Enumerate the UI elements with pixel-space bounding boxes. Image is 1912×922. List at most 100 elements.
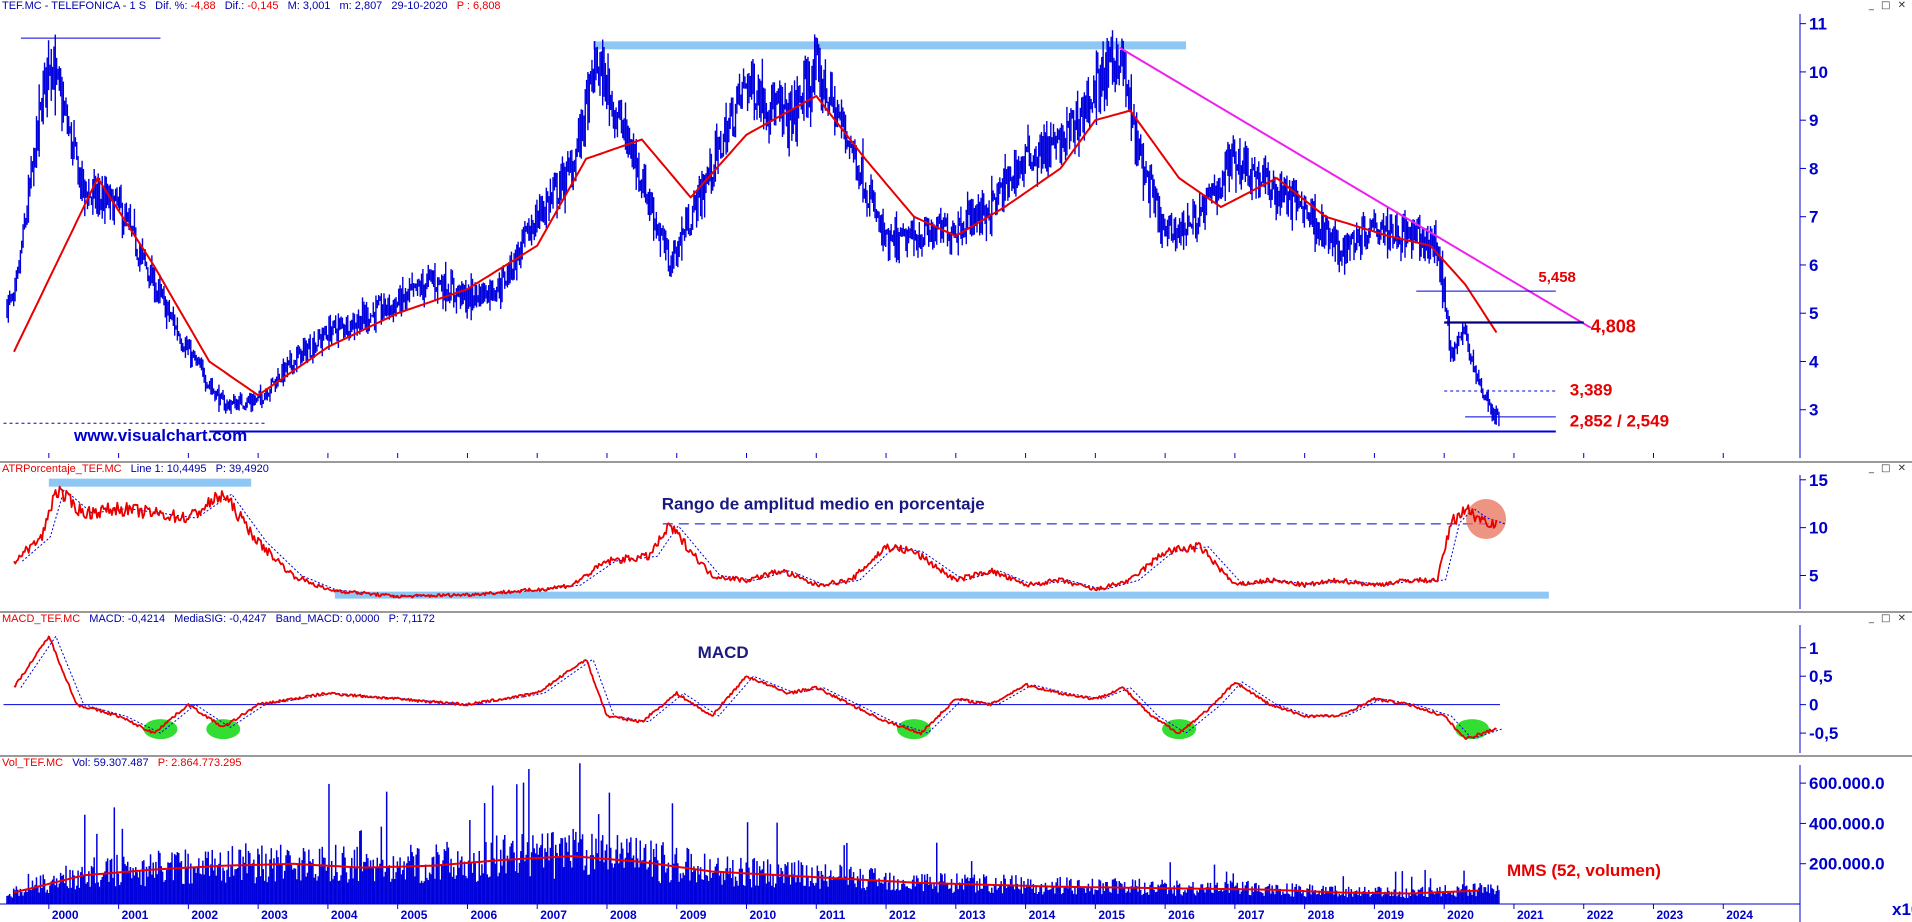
volume-value: Vol: 59.307.487 <box>72 757 149 769</box>
atr-panel-header: ATRPorcentaje_TEF.MC Line 1: 10,4495 P: … <box>2 463 269 476</box>
period: 1 S <box>129 0 147 12</box>
price-panel-header: TEF.MC - TELEFONICA - 1 S Dif. %: -4,88 … <box>2 0 501 13</box>
annotation-4808: 4,808 <box>1591 317 1636 337</box>
y-tick-label: 5 <box>1809 304 1818 323</box>
macd-buy-marker <box>1455 719 1490 740</box>
y-tick-label: 8 <box>1809 159 1818 178</box>
x-tick-label: 2012 <box>889 908 916 922</box>
price-panel-controls[interactable]: _ □ ✕ <box>1868 0 1908 11</box>
x-tick-label: 2002 <box>191 908 218 922</box>
x-tick-label: 2017 <box>1238 908 1265 922</box>
volume-panel-header: Vol_TEF.MC Vol: 59.307.487 P: 2.864.773.… <box>2 757 242 770</box>
date-value: 29-10-2020 <box>391 0 448 12</box>
dif-label: Dif.: <box>224 0 245 12</box>
macd-chart: -0,5 0 0,5 1 MACD <box>3 625 1838 753</box>
macd-price-value: P: 7,1172 <box>388 613 435 625</box>
x-tick-label: 2014 <box>1029 908 1056 922</box>
max-value: M: 3,001 <box>287 0 331 12</box>
x-tick-label: 2007 <box>540 908 567 922</box>
macd-panel-header: MACD_TEF.MC MACD: -0,4214 MediaSIG: -0,4… <box>2 613 435 626</box>
atr-panel: ATRPorcentaje_TEF.MC Line 1: 10,4495 P: … <box>0 463 1912 611</box>
y-tick-label: 5 <box>1809 567 1818 586</box>
dif-value: -0,145 <box>247 0 279 12</box>
moving-average-line <box>13 95 1498 397</box>
y-tick-label: 600.000.0 <box>1809 774 1885 793</box>
x-tick-label: 2005 <box>401 908 428 922</box>
volume-chart: 200.000.0 400.000.0 600.000.0 MMS (52, volu… <box>0 763 1912 922</box>
y-tick-label: 3 <box>1809 401 1818 420</box>
x-tick-label: 2022 <box>1587 908 1614 922</box>
x-tick-label: 2000 <box>52 908 79 922</box>
x-tick-label: 2001 <box>122 908 149 922</box>
y-tick-label: 10 <box>1809 63 1828 82</box>
y-tick-label: 15 <box>1809 471 1828 490</box>
macd-line <box>13 635 1498 740</box>
x-tick-label: 2003 <box>261 908 288 922</box>
macd-value: MACD: -0,4214 <box>89 613 166 625</box>
x-tick-label: 2013 <box>959 908 986 922</box>
macd-panel: MACD_TEF.MC MACD: -0,4214 MediaSIG: -0,4… <box>0 613 1912 755</box>
x-tick-label: 2019 <box>1377 908 1404 922</box>
x-tick-label: 2018 <box>1308 908 1335 922</box>
y-tick-label: 7 <box>1809 208 1818 227</box>
y-tick-label: 11 <box>1809 15 1827 34</box>
x-tick-label: 2009 <box>680 908 707 922</box>
macd-buy-marker <box>206 719 241 740</box>
y-tick-label: -0,5 <box>1809 724 1838 743</box>
downtrend-line <box>1119 46 1592 329</box>
x-tick-label: 2015 <box>1098 908 1125 922</box>
macd-buy-marker <box>896 719 931 740</box>
macd-panel-controls[interactable]: _ □ ✕ <box>1868 613 1908 624</box>
panel-divider[interactable] <box>0 755 1912 757</box>
volume-mms-title: MMS (52, volumen) <box>1507 861 1661 880</box>
volume-mms-line <box>13 855 1480 895</box>
min-value: m: 2,807 <box>339 0 383 12</box>
atr-chart: 5 10 15 Rango de amplitud medio en porcenta… <box>13 471 1828 609</box>
atr-line-value: Line 1: 10,4495 <box>130 463 207 475</box>
y-tick-label: 6 <box>1809 256 1818 275</box>
x-tick-label: 2023 <box>1656 908 1683 922</box>
atr-high-band <box>48 478 252 487</box>
x-tick-label: 2011 <box>819 908 845 922</box>
atr-title: Rango de amplitud medio en porcentaje <box>662 494 985 513</box>
atr-highlight-circle <box>1466 499 1507 540</box>
atr-low-band <box>334 591 1549 599</box>
macd-name: MACD_TEF.MC <box>2 613 81 625</box>
x-tick-label: 2010 <box>750 908 777 922</box>
y-tick-label: 4 <box>1809 352 1819 371</box>
watermark: www.visualchart.com <box>73 426 247 445</box>
dif-pct-value: -4,88 <box>190 0 216 12</box>
atr-signal-line <box>21 489 1506 598</box>
price-value: P : 6,808 <box>456 0 501 12</box>
atr-price-value: P: 39,4920 <box>215 463 269 475</box>
panel-divider[interactable] <box>0 611 1912 613</box>
x-tick-label: 2006 <box>470 908 497 922</box>
atr-name: ATRPorcentaje_TEF.MC <box>2 463 122 475</box>
y-tick-label: 1 <box>1809 639 1818 658</box>
macd-signal-value: MediaSIG: -0,4247 <box>174 613 267 625</box>
y-tick-label: 400.000.0 <box>1809 814 1885 833</box>
y-tick-label: 0 <box>1809 696 1818 715</box>
atr-panel-controls[interactable]: _ □ ✕ <box>1868 463 1908 474</box>
price-panel: TEF.MC - TELEFONICA - 1 S Dif. %: -4,88 … <box>2 0 1908 458</box>
y-tick-label: 200.000.0 <box>1809 855 1885 874</box>
panel-divider[interactable] <box>0 461 1912 463</box>
volume-name: Vol_TEF.MC <box>2 757 64 769</box>
atr-line <box>13 485 1498 599</box>
resistance-band <box>593 41 1187 50</box>
volume-panel: Vol_TEF.MC Vol: 59.307.487 P: 2.864.773.… <box>0 757 1912 922</box>
x-tick-label: 2008 <box>610 908 637 922</box>
x-tick-label: 2004 <box>331 908 358 922</box>
symbol-name: TEF.MC - TELEFONICA - <box>2 0 127 12</box>
macd-title: MACD <box>698 643 749 662</box>
macd-band-value: Band_MACD: 0,0000 <box>275 613 380 625</box>
x-tick-label: 2021 <box>1517 908 1544 922</box>
macd-signal-line <box>20 635 1504 740</box>
y-tick-label: 0,5 <box>1809 667 1833 686</box>
annotation-2852-2549: 2,852 / 2,549 <box>1570 412 1669 431</box>
annotation-5458: 5,458 <box>1538 269 1576 286</box>
volume-scale-note: x100 <box>1892 900 1912 919</box>
x-tick-label: 2020 <box>1447 908 1474 922</box>
volume-price-value: P: 2.864.773.295 <box>157 757 242 769</box>
x-tick-label: 2016 <box>1168 908 1195 922</box>
